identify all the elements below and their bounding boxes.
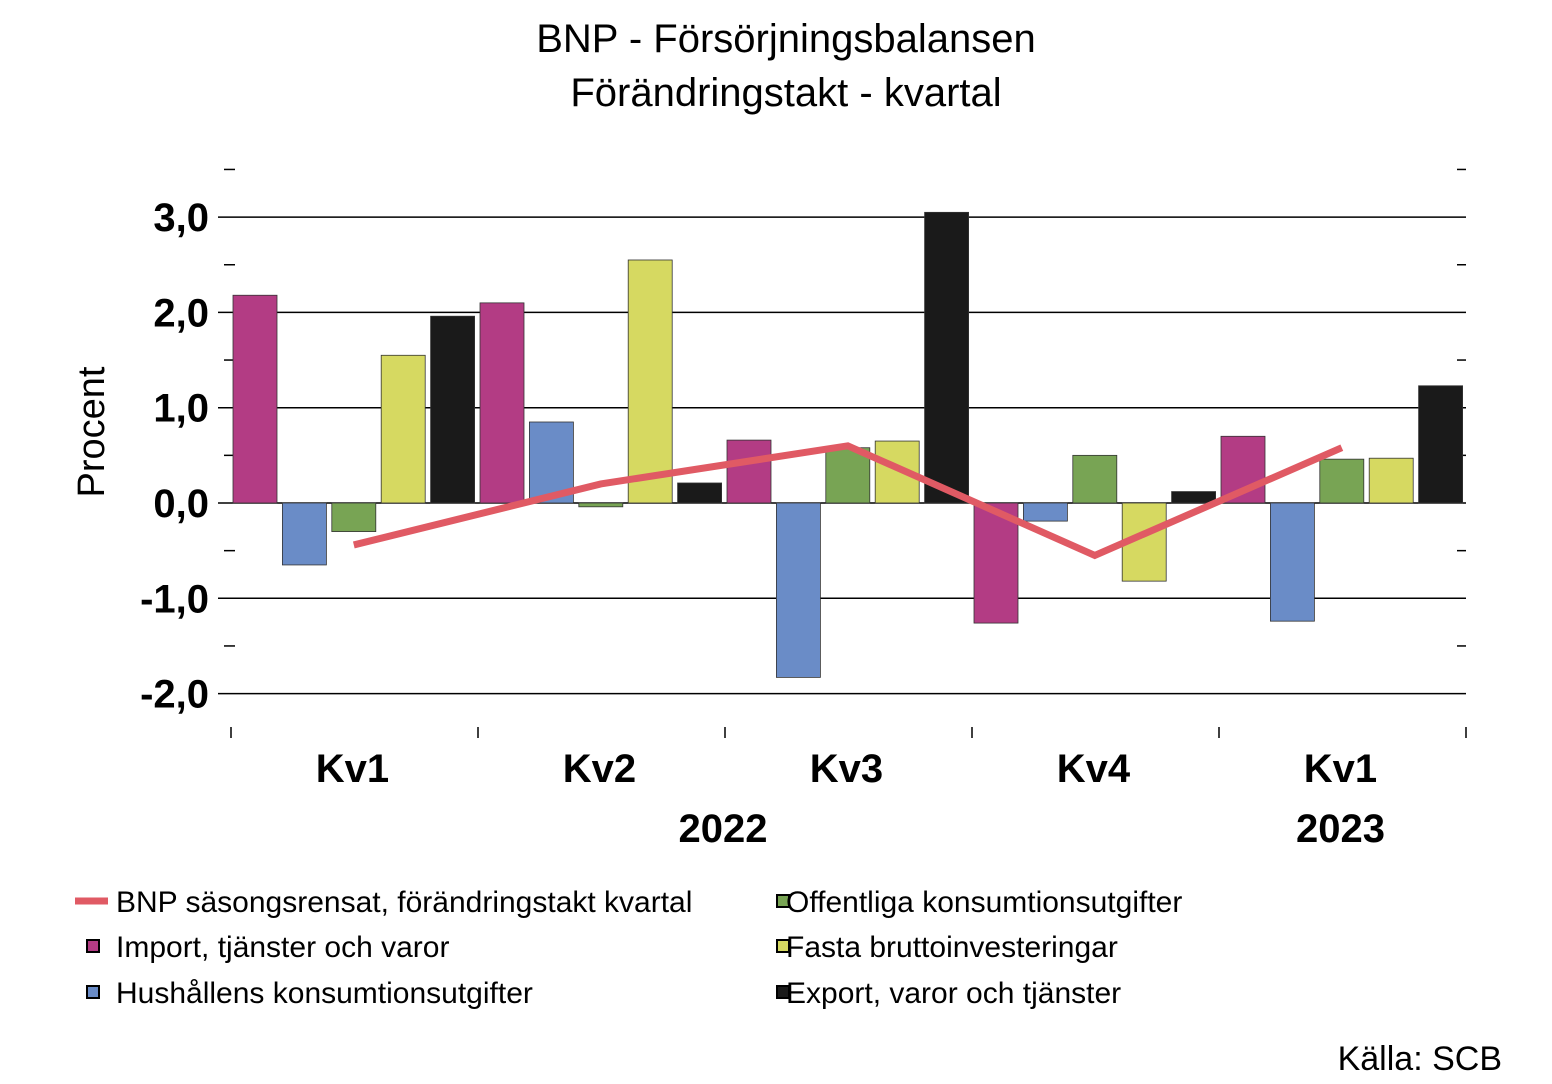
x-year-label: 2022 (679, 807, 768, 851)
legend-label: Export, varor och tjänster (786, 977, 1121, 1010)
x-year-label: 2023 (1296, 807, 1385, 851)
bar-offentliga-konsumtionsutgifter-1 (331, 502, 377, 532)
x-tick-label: Kv3 (810, 747, 883, 791)
y-tick-label: 3,0 (153, 196, 209, 240)
legend-item-hushallens-konsumtionsutgifter: Hushållens konsumtionsutgifter (86, 977, 533, 1010)
legend-item-fasta-bruttoinvesteringar: Fasta bruttoinvesteringar (776, 931, 1118, 964)
bnp-line (352, 442, 1344, 560)
legend-item-import-tjanster-och-varor: Import, tjänster och varor (86, 931, 449, 964)
y-tick-label: 2,0 (153, 291, 209, 335)
bar-fasta-bruttoinvesteringar-5 (1368, 457, 1414, 504)
legend-label: Offentliga konsumtionsutgifter (786, 886, 1182, 919)
legend-item-bnp-sasongsrensat-forandringstakt-kvartal: BNP säsongsrensat, förändringstakt kvart… (75, 886, 692, 919)
legend-label: Fasta bruttoinvesteringar (786, 931, 1118, 964)
chart-subtitle: Förändringstakt - kvartal (570, 71, 1001, 115)
y-tick-label: 0,0 (153, 482, 209, 526)
bar-import-tjanster-och-varor-1 (232, 294, 278, 504)
legend-swatch (776, 939, 790, 953)
bar-import-tjanster-och-varor-4 (973, 502, 1019, 624)
source-note: Källa: SCB (1338, 1040, 1502, 1078)
bars (232, 211, 1463, 678)
line-bnp-sasongsrensat-forandringstakt-kvartal (352, 442, 1344, 560)
bar-hushallens-konsumtionsutgifter-4 (1023, 502, 1068, 522)
bar-fasta-bruttoinvesteringar-1 (380, 354, 426, 504)
legend: BNP säsongsrensat, förändringstakt kvart… (75, 886, 1182, 1010)
bar-offentliga-konsumtionsutgifter-5 (1319, 458, 1365, 504)
legend-item-export-varor-och-tjanster: Export, varor och tjänster (776, 977, 1121, 1010)
legend-label: Import, tjänster och varor (116, 931, 449, 964)
y-tick-labels: 3,0 2,0 1,0 0,0 -1,0 -2,0 (140, 196, 209, 717)
bar-hushallens-konsumtionsutgifter-1 (281, 502, 327, 566)
bar-export-varor-och-tjanster-1 (430, 315, 476, 504)
bar-import-tjanster-och-varor-3 (726, 439, 772, 504)
y-axis-label: Procent (71, 366, 113, 497)
y-tick-label: 1,0 (153, 387, 209, 431)
x-tick-labels: Kv1 Kv2 Kv3 Kv4 Kv1 2022 2023 (316, 747, 1385, 851)
x-tick-label: Kv1 (1304, 747, 1377, 791)
legend-label: BNP säsongsrensat, förändringstakt kvart… (116, 886, 692, 919)
bar-export-varor-och-tjanster-2 (677, 482, 722, 504)
bar-import-tjanster-och-varor-2 (479, 302, 525, 504)
legend-swatch (86, 985, 100, 999)
bar-export-varor-och-tjanster-3 (924, 211, 969, 504)
bar-fasta-bruttoinvesteringar-2 (627, 259, 673, 504)
legend-item-offentliga-konsumtionsutgifter: Offentliga konsumtionsutgifter (776, 886, 1182, 919)
x-tick-label: Kv1 (316, 747, 389, 791)
x-axis (230, 727, 1467, 738)
legend-label: Hushållens konsumtionsutgifter (116, 977, 533, 1010)
legend-swatch (776, 894, 790, 908)
y-tick-label: -1,0 (140, 577, 209, 621)
chart-title: BNP - Försörjningsbalansen (536, 17, 1036, 61)
bar-offentliga-konsumtionsutgifter-2 (578, 502, 624, 508)
bar-offentliga-konsumtionsutgifter-3 (825, 447, 871, 504)
bar-export-varor-och-tjanster-5 (1418, 385, 1463, 504)
bar-hushallens-konsumtionsutgifter-5 (1270, 502, 1315, 622)
legend-swatch (776, 985, 790, 999)
x-tick-label: Kv4 (1057, 747, 1131, 791)
y-tick-label: -2,0 (140, 673, 209, 717)
bar-offentliga-konsumtionsutgifter-4 (1072, 454, 1118, 504)
x-tick-label: Kv2 (563, 747, 636, 791)
bar-export-varor-och-tjanster-4 (1171, 491, 1216, 504)
legend-swatch (86, 939, 100, 953)
bar-hushallens-konsumtionsutgifter-3 (776, 502, 821, 678)
bar-fasta-bruttoinvesteringar-4 (1121, 502, 1167, 582)
